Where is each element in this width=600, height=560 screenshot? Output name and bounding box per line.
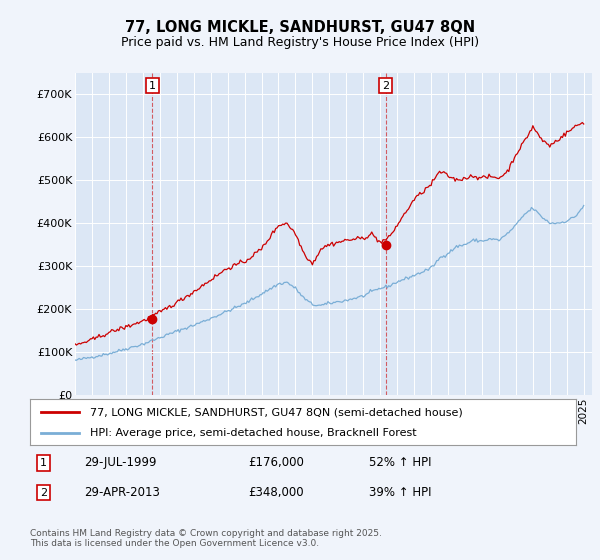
Text: £348,000: £348,000 xyxy=(248,486,304,499)
Text: HPI: Average price, semi-detached house, Bracknell Forest: HPI: Average price, semi-detached house,… xyxy=(90,428,416,438)
Text: Contains HM Land Registry data © Crown copyright and database right 2025.: Contains HM Land Registry data © Crown c… xyxy=(30,529,382,538)
Text: 1: 1 xyxy=(40,458,47,468)
Text: This data is licensed under the Open Government Licence v3.0.: This data is licensed under the Open Gov… xyxy=(30,539,319,548)
Text: Price paid vs. HM Land Registry's House Price Index (HPI): Price paid vs. HM Land Registry's House … xyxy=(121,36,479,49)
Text: 77, LONG MICKLE, SANDHURST, GU47 8QN (semi-detached house): 77, LONG MICKLE, SANDHURST, GU47 8QN (se… xyxy=(90,407,463,417)
Text: £176,000: £176,000 xyxy=(248,456,304,469)
Text: 52% ↑ HPI: 52% ↑ HPI xyxy=(368,456,431,469)
Text: 39% ↑ HPI: 39% ↑ HPI xyxy=(368,486,431,499)
Text: 29-APR-2013: 29-APR-2013 xyxy=(85,486,160,499)
Text: 1: 1 xyxy=(149,81,156,91)
Text: 2: 2 xyxy=(382,81,389,91)
Text: 29-JUL-1999: 29-JUL-1999 xyxy=(85,456,157,469)
Text: 77, LONG MICKLE, SANDHURST, GU47 8QN: 77, LONG MICKLE, SANDHURST, GU47 8QN xyxy=(125,20,475,35)
Text: 2: 2 xyxy=(40,488,47,497)
